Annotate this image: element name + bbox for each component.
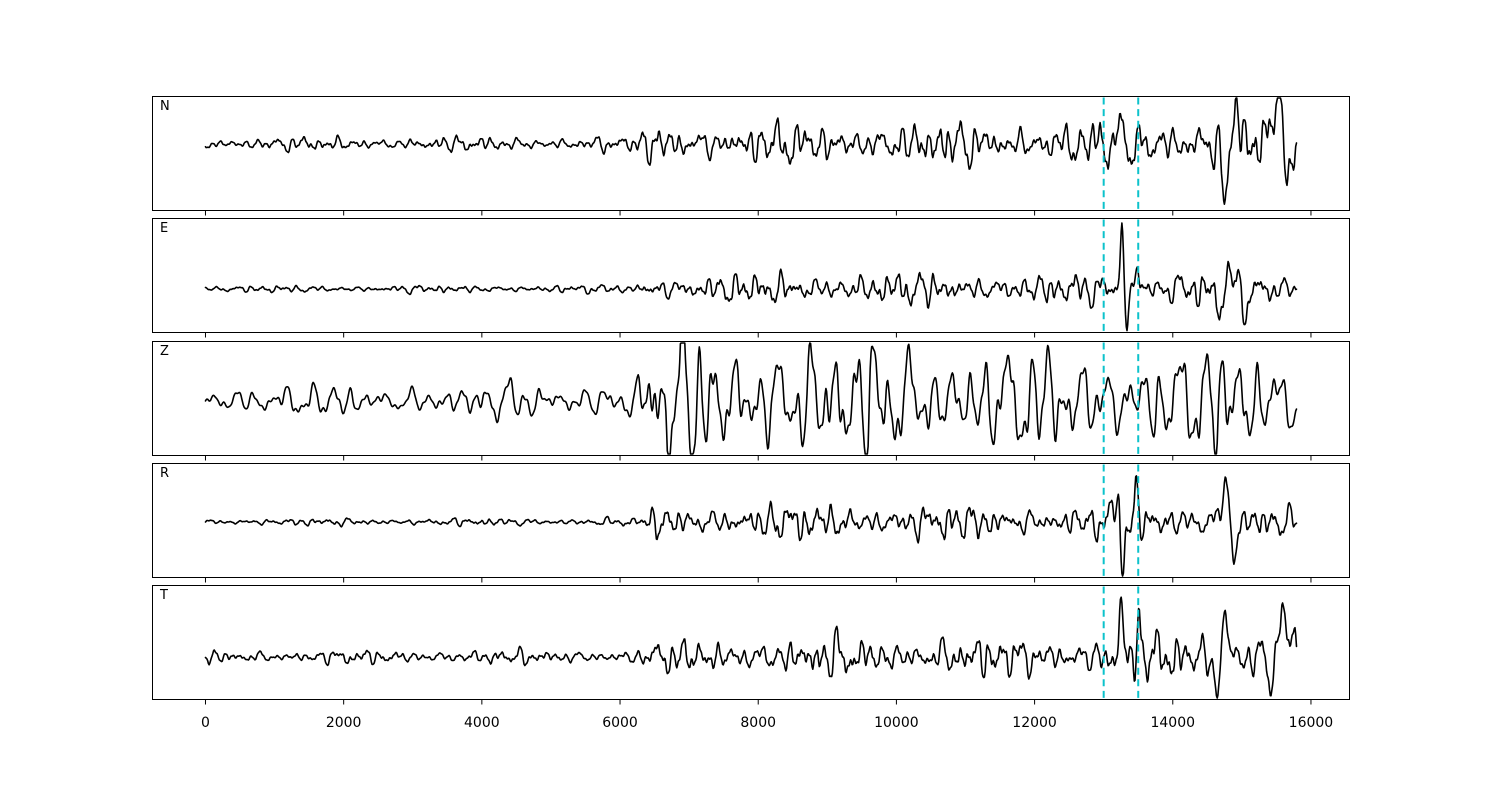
x-tick-label: 8000 (740, 715, 777, 731)
x-tick-label: 10000 (874, 715, 919, 731)
x-tick-label: 16000 (1288, 715, 1334, 731)
panel-plot-area (152, 218, 1350, 338)
x-tick-label: 12000 (1012, 715, 1057, 731)
seismic-trace-t (204, 596, 1298, 699)
waveform-panel-e: E (152, 218, 1350, 338)
x-tick-label: 2000 (325, 715, 362, 731)
x-tick-label: 4000 (464, 715, 500, 731)
panel-label-n: N (160, 99, 170, 114)
waveform-panel-r: R (152, 463, 1350, 583)
seismic-trace-n (204, 97, 1298, 205)
waveform-panel-t: T (152, 585, 1350, 705)
waveform-panel-z: Z (152, 341, 1350, 461)
panel-plot-area (152, 585, 1350, 705)
panel-plot-area (152, 463, 1350, 583)
x-tick-label: 6000 (602, 715, 638, 731)
x-tick-label: 0 (201, 715, 210, 731)
seismic-trace-r (204, 475, 1298, 577)
panel-label-t: T (160, 588, 168, 603)
panel-label-z: Z (160, 344, 169, 359)
panel-label-e: E (160, 221, 169, 236)
panel-plot-area (152, 96, 1350, 216)
seismic-trace-z (204, 342, 1298, 455)
panel-plot-area (152, 341, 1350, 461)
x-tick-label: 14000 (1150, 715, 1196, 731)
seismic-trace-e (204, 222, 1298, 332)
panel-label-r: R (160, 466, 170, 481)
waveform-panel-n: N (152, 96, 1350, 216)
